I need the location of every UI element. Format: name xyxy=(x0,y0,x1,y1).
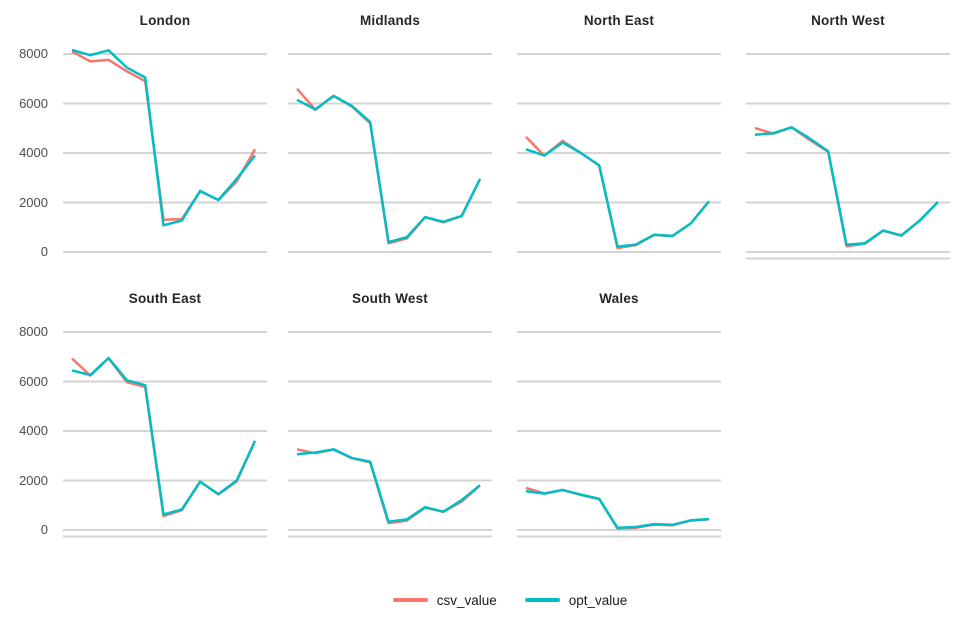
facet-title-midlands: Midlands xyxy=(359,13,421,28)
y-tick-label-row0-6000: 6000 xyxy=(19,95,48,111)
facet-plot-london xyxy=(63,48,267,253)
y-tick-label-row1-8000: 8000 xyxy=(19,324,48,339)
facet-plot-midlands xyxy=(288,53,492,253)
legend-item-opt-value: opt_value xyxy=(524,592,628,608)
facet-title-north-west: North West xyxy=(811,13,885,28)
legend-label: csv_value xyxy=(436,592,497,608)
y-tick-label-row1-0: 0 xyxy=(40,522,48,537)
y-tick-label-row1-6000: 6000 xyxy=(19,373,48,389)
y-tick-label-row0-4000: 4000 xyxy=(19,145,48,160)
y-tick-label-row1-4000: 4000 xyxy=(19,423,48,438)
facet-plot-wales xyxy=(517,331,721,538)
y-tick-label-row1-2000: 2000 xyxy=(19,472,48,488)
facet-panel-north-west xyxy=(746,45,950,260)
facet-title-south-east: South East xyxy=(128,291,202,306)
series-line-csv-value xyxy=(296,448,481,525)
series-line-opt-value xyxy=(754,126,939,247)
y-tick-label-row0-8000: 8000 xyxy=(19,46,48,61)
facet-panel-north-east xyxy=(517,45,721,260)
series-line-opt-value xyxy=(296,94,482,244)
facet-plot-north-east xyxy=(517,53,721,253)
facet-panel-south-west xyxy=(288,323,492,538)
facet-title-wales: Wales xyxy=(599,291,639,306)
facet-plot-south-east xyxy=(63,331,267,538)
y-tick-label-row0-0: 0 xyxy=(40,244,48,259)
series-line-opt-value xyxy=(71,48,256,227)
legend: csv_value opt_value xyxy=(0,590,960,610)
facet-title-north-east: North East xyxy=(583,13,655,28)
legend-label: opt_value xyxy=(568,592,628,608)
series-line-opt-value xyxy=(525,141,710,248)
facet-title-south-west: South West xyxy=(352,291,428,306)
facet-plot-north-west xyxy=(746,53,950,260)
y-tick-label-row0-2000: 2000 xyxy=(19,194,48,210)
series-line-opt-value xyxy=(71,356,257,516)
facet-panel-london xyxy=(63,45,267,260)
facet-plot-south-west xyxy=(288,331,492,538)
legend-item-csv-value: csv_value xyxy=(392,592,497,608)
series-line-csv-value xyxy=(71,50,257,222)
facet-panel-midlands xyxy=(288,45,492,260)
facet-title-london: London xyxy=(139,13,191,28)
legend-key-csv-value xyxy=(392,598,428,602)
series-line-opt-value xyxy=(525,488,710,530)
legend-key-opt-value xyxy=(524,598,560,602)
series-line-opt-value xyxy=(296,448,481,524)
facet-panel-wales xyxy=(517,323,721,538)
facet-panel-south-east xyxy=(63,323,267,538)
